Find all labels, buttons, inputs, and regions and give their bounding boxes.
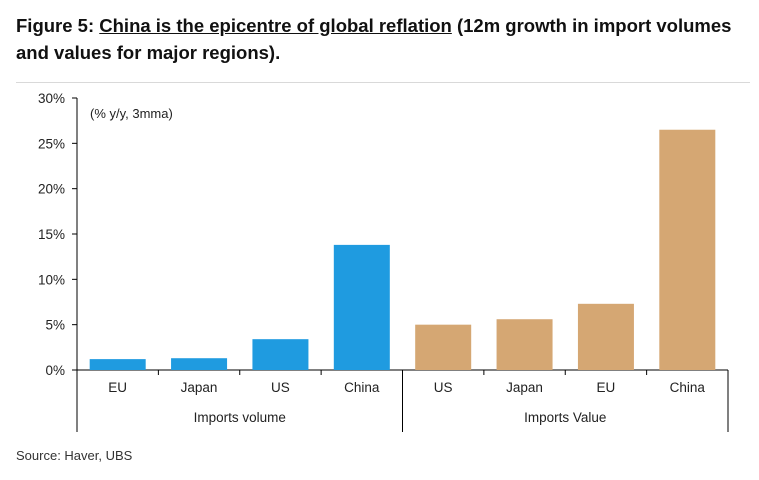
bar — [496, 319, 553, 370]
x-category-label: EU — [108, 380, 127, 395]
figure-title: Figure 5: China is the epicentre of glob… — [16, 12, 746, 66]
figure-headline: China is the epicentre of global reflati… — [99, 15, 452, 36]
x-category-label: US — [434, 380, 453, 395]
figure-label: Figure 5: — [16, 15, 95, 36]
x-category-label: Japan — [506, 380, 543, 395]
y-tick-label: 30% — [38, 91, 65, 106]
y-tick-label: 5% — [45, 318, 65, 333]
bar — [252, 339, 309, 370]
y-tick-label: 0% — [45, 363, 65, 378]
bar — [89, 359, 146, 370]
x-category-label: Japan — [181, 380, 218, 395]
y-tick-label: 15% — [38, 227, 65, 242]
y-tick-label: 20% — [38, 182, 65, 197]
y-tick-label: 25% — [38, 136, 65, 151]
group-label: Imports Value — [524, 410, 606, 425]
group-label: Imports volume — [194, 410, 286, 425]
title-divider — [16, 82, 750, 83]
bar — [415, 324, 472, 370]
chart-annotation: (% y/y, 3mma) — [90, 106, 173, 121]
x-category-label: China — [670, 380, 706, 395]
source-note: Source: Haver, UBS — [16, 448, 133, 463]
y-tick-label: 10% — [38, 272, 65, 287]
bar — [333, 244, 390, 370]
x-category-label: US — [271, 380, 290, 395]
x-category-label: EU — [597, 380, 616, 395]
x-category-label: China — [344, 380, 380, 395]
figure-subtitle: (12m growth in import volumes and values… — [16, 15, 732, 63]
bar — [171, 358, 228, 370]
bar — [577, 303, 634, 370]
bar — [659, 129, 716, 370]
